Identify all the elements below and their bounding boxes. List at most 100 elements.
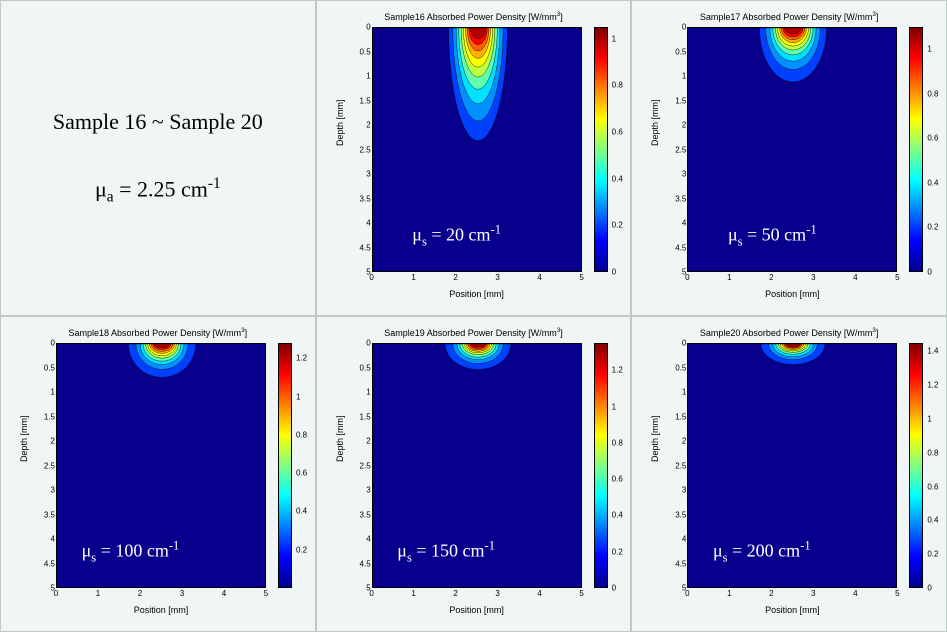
plot-cell-17: Sample17 Absorbed Power Density [W/mm3] … [631, 0, 947, 316]
xtick: 0 [685, 273, 689, 282]
plot-title: Sample19 Absorbed Power Density [W/mm3] [372, 327, 576, 338]
colorbar-tick: 1 [927, 45, 931, 54]
xtick: 2 [769, 273, 773, 282]
x-ticks: 012345 [56, 589, 266, 601]
x-axis-label: Position [mm] [56, 605, 266, 615]
y-ticks: 00.511.522.533.544.55 [31, 343, 55, 588]
plot-area: μs = 150 cm-1 [372, 343, 582, 588]
y-axis-label: Depth [mm] [650, 415, 660, 462]
ytick: 4.5 [360, 559, 371, 568]
plot-area: μs = 50 cm-1 [687, 27, 897, 272]
ytick: 0.5 [360, 363, 371, 372]
x-axis-label: Position [mm] [687, 605, 897, 615]
ytick: 2 [366, 437, 370, 446]
xtick: 3 [811, 589, 815, 598]
colorbar-tick: 0.4 [296, 507, 307, 516]
xtick: 2 [138, 589, 142, 598]
mu-s-overlay: μs = 20 cm-1 [412, 223, 501, 250]
plot-wrap: Sample16 Absorbed Power Density [W/mm3] … [337, 11, 621, 305]
plot-wrap: Sample17 Absorbed Power Density [W/mm3] … [652, 11, 936, 305]
colorbar-tick: 0 [927, 268, 931, 277]
ytick: 2 [51, 437, 55, 446]
ytick: 1.5 [360, 96, 371, 105]
ytick: 4 [682, 535, 686, 544]
colorbar-tick: 0 [927, 584, 931, 593]
xtick: 0 [369, 589, 373, 598]
ytick: 1.5 [675, 96, 686, 105]
ytick: 3.5 [360, 510, 371, 519]
ytick: 3.5 [360, 194, 371, 203]
ytick: 1 [682, 72, 686, 81]
colorbar-tick: 1.2 [927, 381, 938, 390]
x-ticks: 012345 [372, 589, 582, 601]
xtick: 1 [96, 589, 100, 598]
xtick: 5 [895, 589, 899, 598]
xtick: 3 [811, 273, 815, 282]
colorbar-tick: 0.6 [927, 482, 938, 491]
colorbar-tick: 1.2 [296, 354, 307, 363]
ytick: 1 [366, 72, 370, 81]
ytick: 4.5 [675, 243, 686, 252]
xtick: 2 [453, 589, 457, 598]
xtick: 4 [853, 273, 857, 282]
ytick: 4.5 [675, 559, 686, 568]
ytick: 3.5 [44, 510, 55, 519]
ytick: 0 [51, 339, 55, 348]
colorbar-tick: 0.4 [612, 511, 623, 520]
ytick: 2.5 [360, 461, 371, 470]
colorbar-tick: 0.8 [612, 438, 623, 447]
ytick: 1.5 [360, 412, 371, 421]
x-ticks: 012345 [687, 273, 897, 285]
ytick: 1.5 [675, 412, 686, 421]
xtick: 0 [54, 589, 58, 598]
plot-wrap: Sample19 Absorbed Power Density [W/mm3] … [337, 327, 621, 621]
colorbar [594, 27, 608, 272]
ytick: 3 [51, 486, 55, 495]
y-axis-label: Depth [mm] [650, 99, 660, 146]
y-ticks: 00.511.522.533.544.55 [662, 27, 686, 272]
xtick: 0 [369, 273, 373, 282]
xtick: 3 [495, 589, 499, 598]
figure-grid: Sample 16 ~ Sample 20 μa = 2.25 cm-1 Sam… [0, 0, 947, 632]
xtick: 5 [895, 273, 899, 282]
ytick: 3 [366, 486, 370, 495]
colorbar-tick: 0 [612, 584, 616, 593]
ytick: 4 [51, 535, 55, 544]
xtick: 2 [769, 589, 773, 598]
xtick: 0 [685, 589, 689, 598]
xtick: 5 [264, 589, 268, 598]
colorbar-ticks: 00.20.40.60.811.21.4 [927, 343, 947, 588]
colorbar-tick: 0.4 [612, 174, 623, 183]
ytick: 1 [366, 388, 370, 397]
plot-area: μs = 200 cm-1 [687, 343, 897, 588]
colorbar-tick: 0.6 [296, 469, 307, 478]
ytick: 0.5 [44, 363, 55, 372]
ytick: 3.5 [675, 194, 686, 203]
colorbar-tick: 0.4 [927, 516, 938, 525]
plot-area: μs = 100 cm-1 [56, 343, 266, 588]
y-ticks: 00.511.522.533.544.55 [347, 343, 371, 588]
ytick: 1 [682, 388, 686, 397]
mu-s-overlay: μs = 50 cm-1 [728, 223, 817, 250]
colorbar [278, 343, 292, 588]
colorbar-tick: 0.4 [927, 178, 938, 187]
y-ticks: 00.511.522.533.544.55 [347, 27, 371, 272]
ytick: 1 [51, 388, 55, 397]
y-axis-label: Depth [mm] [19, 415, 29, 462]
colorbar-tick: 0.2 [612, 547, 623, 556]
y-ticks: 00.511.522.533.544.55 [662, 343, 686, 588]
x-ticks: 012345 [687, 589, 897, 601]
ytick: 0.5 [360, 47, 371, 56]
colorbar-tick: 0.8 [612, 81, 623, 90]
plot-cell-16: Sample16 Absorbed Power Density [W/mm3] … [316, 0, 632, 316]
xtick: 5 [579, 273, 583, 282]
ytick: 3 [366, 170, 370, 179]
colorbar-ticks: 00.20.40.60.81 [927, 27, 947, 272]
ytick: 0 [366, 339, 370, 348]
colorbar-tick: 0.8 [927, 89, 938, 98]
colorbar-tick: 0.8 [296, 430, 307, 439]
colorbar-tick: 0.6 [612, 475, 623, 484]
ytick: 2.5 [675, 461, 686, 470]
colorbar [594, 343, 608, 588]
ytick: 3 [682, 170, 686, 179]
